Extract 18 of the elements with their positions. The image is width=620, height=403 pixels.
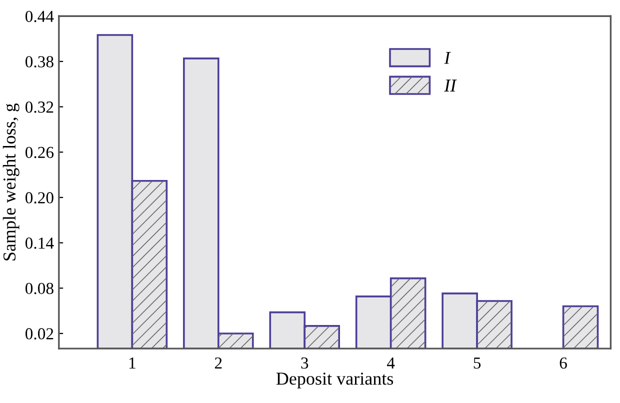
x-tick-label: 4 xyxy=(387,358,395,368)
y-tick-label: 0.26 xyxy=(26,146,54,158)
y-tick-label: 0.32 xyxy=(26,101,54,113)
y-axis-title: Sample weight loss, g xyxy=(2,103,20,260)
x-tick-label: 2 xyxy=(214,357,222,368)
y-tick-label: 0.20 xyxy=(26,192,54,204)
y-tick-label: 0.44 xyxy=(26,10,54,22)
x-tick-label: 3 xyxy=(301,357,308,369)
x-axis-title: Deposit variants xyxy=(276,372,394,388)
y-tick-label: 0.14 xyxy=(26,238,54,249)
x-tick-label: 5 xyxy=(474,358,481,369)
x-tick-label: 1 xyxy=(129,357,136,368)
x-tick-label: 6 xyxy=(560,357,567,369)
legend-label: I xyxy=(444,52,451,64)
y-tick-label: 0.02 xyxy=(26,328,54,340)
y-tick-label: 0.38 xyxy=(26,56,54,68)
y-tick-label: 0.08 xyxy=(26,282,54,294)
legend-label: II xyxy=(444,80,457,92)
